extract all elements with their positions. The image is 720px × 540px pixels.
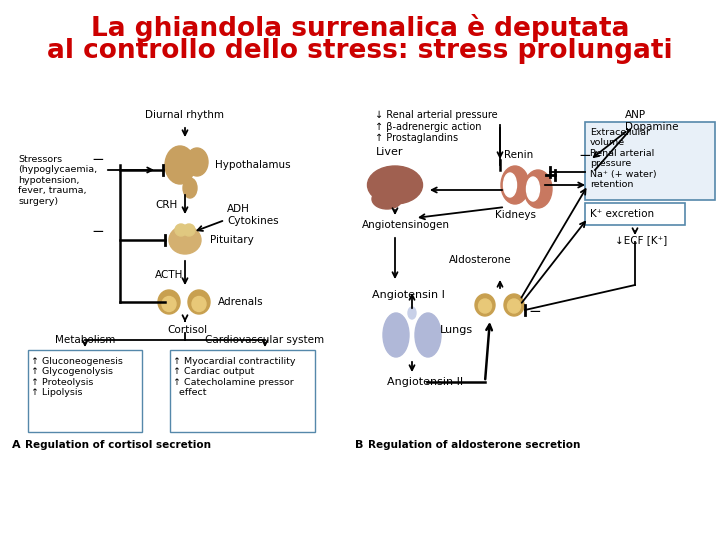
Text: B: B — [355, 440, 364, 450]
Text: Pituitary: Pituitary — [210, 235, 253, 245]
Ellipse shape — [504, 294, 524, 316]
FancyBboxPatch shape — [585, 122, 715, 200]
Text: −: − — [528, 305, 541, 320]
Ellipse shape — [158, 290, 180, 314]
FancyBboxPatch shape — [28, 350, 142, 432]
Text: Hypothalamus: Hypothalamus — [215, 160, 291, 170]
Text: ACTH: ACTH — [155, 270, 184, 280]
Ellipse shape — [183, 178, 197, 198]
Text: La ghiandola surrenalica è deputata: La ghiandola surrenalica è deputata — [91, 14, 629, 42]
Text: Extracellular
volume
Renal arterial
pressure
Na⁺ (+ water)
retention: Extracellular volume Renal arterial pres… — [590, 128, 657, 189]
Text: Angiotensin II: Angiotensin II — [387, 377, 463, 387]
Text: Regulation of cortisol secretion: Regulation of cortisol secretion — [25, 440, 211, 450]
Text: −: − — [579, 147, 591, 163]
Text: ANP
Dopamine: ANP Dopamine — [625, 110, 678, 132]
Text: CRH: CRH — [155, 200, 177, 210]
Ellipse shape — [383, 313, 409, 357]
Text: ↑ Gluconeogenesis
↑ Glycogenolysis
↑ Proteolysis
↑ Lipolysis: ↑ Gluconeogenesis ↑ Glycogenolysis ↑ Pro… — [31, 357, 123, 397]
Text: −: − — [91, 152, 104, 167]
Ellipse shape — [175, 224, 187, 236]
Ellipse shape — [475, 294, 495, 316]
Ellipse shape — [367, 166, 423, 204]
Text: ↑ Myocardial contractility
↑ Cardiac output
↑ Catecholamine pressor
  effect: ↑ Myocardial contractility ↑ Cardiac out… — [173, 357, 295, 397]
Text: Stressors
(hypoglycaemia,
hypotension,
fever, trauma,
surgery): Stressors (hypoglycaemia, hypotension, f… — [18, 155, 97, 206]
Text: Regulation of aldosterone secretion: Regulation of aldosterone secretion — [368, 440, 580, 450]
Text: Kidneys: Kidneys — [495, 210, 536, 220]
Text: ↓ Renal arterial pressure
↑ β-adrenergic action
↑ Prostaglandins: ↓ Renal arterial pressure ↑ β-adrenergic… — [375, 110, 498, 143]
FancyBboxPatch shape — [585, 203, 685, 225]
Text: Cardiovascular system: Cardiovascular system — [205, 335, 325, 345]
Ellipse shape — [408, 307, 416, 319]
Text: ↓ECF [K⁺]: ↓ECF [K⁺] — [615, 235, 667, 245]
Text: Cortisol: Cortisol — [167, 325, 207, 335]
Ellipse shape — [186, 148, 208, 176]
Ellipse shape — [183, 224, 195, 236]
Ellipse shape — [372, 189, 402, 209]
Text: Diurnal rhythm: Diurnal rhythm — [145, 110, 225, 120]
Text: Lungs: Lungs — [440, 325, 473, 335]
Text: Metabolism: Metabolism — [55, 335, 115, 345]
Text: Angiotensin I: Angiotensin I — [372, 290, 445, 300]
Ellipse shape — [526, 177, 539, 201]
Ellipse shape — [162, 296, 176, 312]
Ellipse shape — [503, 173, 516, 197]
Text: A: A — [12, 440, 21, 450]
Ellipse shape — [415, 313, 441, 357]
Text: ADH
Cytokines: ADH Cytokines — [227, 204, 279, 226]
Text: Angiotensinogen: Angiotensinogen — [362, 220, 450, 230]
Ellipse shape — [479, 299, 492, 313]
Ellipse shape — [169, 226, 201, 254]
Text: Adrenals: Adrenals — [218, 297, 264, 307]
FancyBboxPatch shape — [170, 350, 315, 432]
Ellipse shape — [524, 170, 552, 208]
Text: K⁺ excretion: K⁺ excretion — [590, 209, 654, 219]
Ellipse shape — [508, 299, 521, 313]
Ellipse shape — [192, 296, 206, 312]
Ellipse shape — [165, 146, 195, 184]
Text: −: − — [91, 225, 104, 240]
Text: Liver: Liver — [377, 147, 404, 157]
Ellipse shape — [188, 290, 210, 314]
Text: Renin: Renin — [504, 150, 534, 160]
Text: Aldosterone: Aldosterone — [449, 255, 511, 265]
Ellipse shape — [501, 166, 529, 204]
Text: al controllo dello stress: stress prolungati: al controllo dello stress: stress prolun… — [48, 38, 672, 64]
